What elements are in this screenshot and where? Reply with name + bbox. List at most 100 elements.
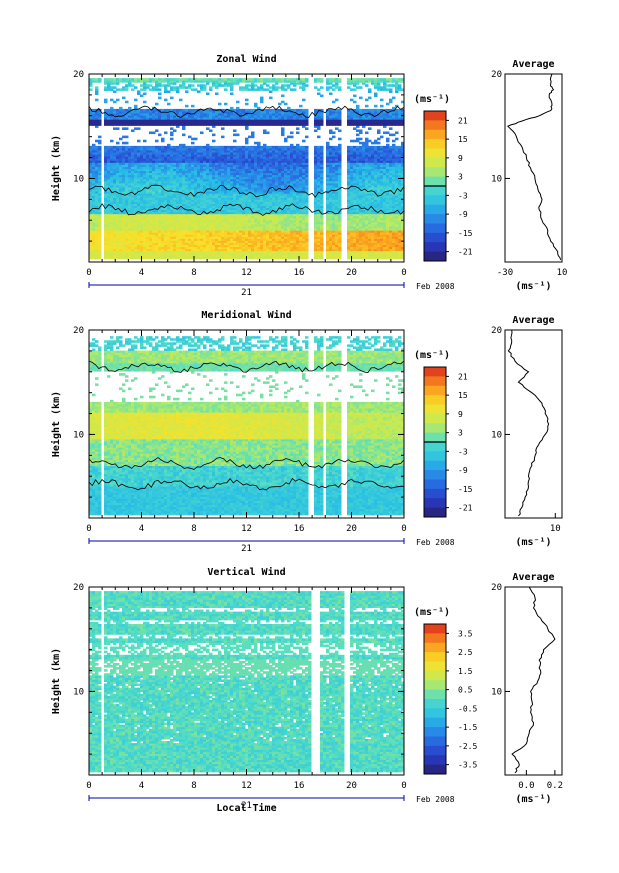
heatmap-cells bbox=[89, 78, 405, 259]
x-tick-label: 16 bbox=[294, 781, 305, 791]
colorbar-segment bbox=[424, 480, 446, 490]
colorbar-tick-label: -2.5 bbox=[458, 742, 477, 751]
profile-title: Average bbox=[512, 59, 554, 70]
colorbar-segment bbox=[424, 690, 446, 700]
colorbar-tick-label: -3.5 bbox=[458, 761, 477, 770]
profile-frame bbox=[505, 587, 562, 775]
y-tick-label: 20 bbox=[73, 326, 84, 336]
x-tick-label: 0 bbox=[401, 268, 406, 278]
colorbar-segment bbox=[424, 442, 446, 452]
colorbar-segment bbox=[424, 718, 446, 728]
colorbar-segment bbox=[424, 633, 446, 643]
colorbar-segment bbox=[424, 461, 446, 471]
y-tick-label: 10 bbox=[73, 687, 84, 697]
x-tick-label: 4 bbox=[139, 781, 144, 791]
profile-y-tick-label: 10 bbox=[491, 687, 502, 697]
profile-frame bbox=[505, 74, 562, 262]
colorbar-segment bbox=[424, 708, 446, 718]
colorbar-tick-label: -0.5 bbox=[458, 704, 477, 713]
panel-title: Vertical Wind bbox=[207, 566, 285, 578]
profile-x-tick-label: 10 bbox=[550, 524, 561, 534]
colorbar-segment bbox=[424, 195, 446, 205]
colorbar-tick-label: 2.5 bbox=[458, 648, 473, 657]
colorbar-unit: (ms⁻¹) bbox=[414, 350, 450, 361]
colorbar-segment bbox=[424, 405, 446, 415]
profile-title: Average bbox=[512, 572, 554, 583]
colorbar-segment bbox=[424, 508, 446, 518]
x-tick-label: 20 bbox=[346, 524, 357, 534]
colorbar-segment bbox=[424, 376, 446, 386]
colorbar-segment bbox=[424, 386, 446, 396]
colorbar-segment bbox=[424, 224, 446, 234]
colorbar-segment bbox=[424, 158, 446, 168]
x-tick-label: 16 bbox=[294, 524, 305, 534]
colorbar-segment bbox=[424, 671, 446, 681]
date-label: Feb 2008 bbox=[416, 538, 455, 547]
profile-line bbox=[508, 330, 548, 516]
x-tick-label: 8 bbox=[191, 524, 196, 534]
colorbar-tick-label: -21 bbox=[458, 248, 473, 257]
x-tick-label: 12 bbox=[241, 268, 252, 278]
profile-x-tick-label: 0.2 bbox=[547, 781, 563, 791]
colorbar-segment bbox=[424, 470, 446, 480]
x-tick-label: 0 bbox=[401, 781, 406, 791]
profile-line bbox=[508, 74, 561, 260]
y-tick-label: 10 bbox=[73, 430, 84, 440]
colorbar-segment bbox=[424, 680, 446, 690]
colorbar-segment bbox=[424, 177, 446, 187]
colorbar-segment bbox=[424, 167, 446, 177]
colorbar-tick-label: -3 bbox=[458, 447, 468, 456]
colorbar-segment bbox=[424, 699, 446, 709]
x-tick-label: 16 bbox=[294, 268, 305, 278]
colorbar-tick-label: 21 bbox=[458, 116, 468, 125]
panel-title: Meridional Wind bbox=[201, 309, 291, 321]
panel-title: Zonal Wind bbox=[216, 53, 276, 65]
colorbar-tick-label: 0.5 bbox=[458, 686, 473, 695]
colorbar-segment bbox=[424, 205, 446, 215]
colorbar-tick-label: -15 bbox=[458, 485, 473, 494]
x-tick-label: 8 bbox=[191, 781, 196, 791]
date-day-label: 21 bbox=[241, 544, 252, 554]
colorbar-unit: (ms⁻¹) bbox=[414, 94, 450, 105]
colorbar-segment bbox=[424, 489, 446, 499]
colorbar-tick-label: -1.5 bbox=[458, 723, 477, 732]
x-tick-label: 4 bbox=[139, 524, 144, 534]
colorbar-tick-label: -9 bbox=[458, 210, 468, 219]
colorbar-segment bbox=[424, 498, 446, 508]
x-tick-label: 0 bbox=[86, 781, 91, 791]
colorbar-tick-label: 1.5 bbox=[458, 667, 473, 676]
colorbar-segment bbox=[424, 652, 446, 662]
y-axis-label: Height (km) bbox=[50, 648, 62, 714]
x-axis-label: Local Time bbox=[216, 802, 276, 814]
y-tick-label: 20 bbox=[73, 70, 84, 80]
colorbar-tick-label: 15 bbox=[458, 135, 468, 144]
date-label: Feb 2008 bbox=[416, 282, 455, 291]
colorbar-segment bbox=[424, 130, 446, 140]
profile-x-tick-label: 10 bbox=[557, 268, 568, 278]
colorbar-tick-label: 3.5 bbox=[458, 629, 473, 638]
colorbar-segment bbox=[424, 746, 446, 756]
colorbar-segment bbox=[424, 367, 446, 377]
profile-y-tick-label: 20 bbox=[491, 70, 502, 80]
colorbar-unit: (ms⁻¹) bbox=[414, 607, 450, 618]
colorbar-segment bbox=[424, 139, 446, 149]
colorbar-tick-label: 9 bbox=[458, 154, 463, 163]
colorbar-tick-label: -21 bbox=[458, 504, 473, 513]
profile-y-tick-label: 20 bbox=[491, 583, 502, 593]
date-label: Feb 2008 bbox=[416, 795, 455, 804]
colorbar-segment bbox=[424, 451, 446, 461]
colorbar-segment bbox=[424, 662, 446, 672]
x-tick-label: 0 bbox=[86, 268, 91, 278]
colorbar-segment bbox=[424, 395, 446, 405]
heatmap-cells bbox=[89, 336, 405, 515]
colorbar-segment bbox=[424, 120, 446, 130]
profile-x-label: (ms⁻¹) bbox=[515, 281, 551, 292]
colorbar-segment bbox=[424, 414, 446, 424]
colorbar-segment bbox=[424, 233, 446, 243]
profile-x-tick-label: -30 bbox=[497, 268, 513, 278]
colorbar-segment bbox=[424, 643, 446, 653]
x-tick-label: 0 bbox=[86, 524, 91, 534]
